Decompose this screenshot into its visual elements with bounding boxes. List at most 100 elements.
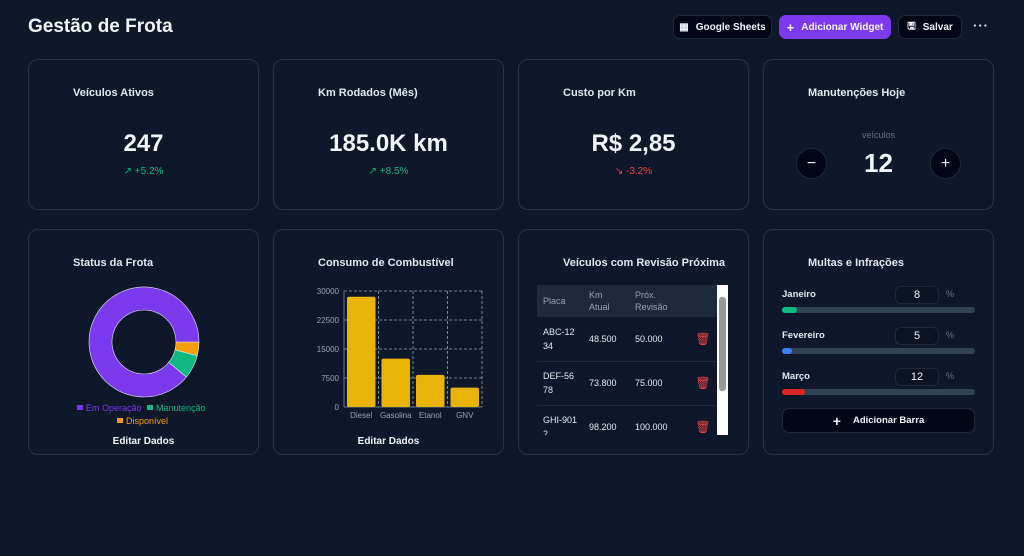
next-revision-cell: 50.000 <box>629 317 689 362</box>
legend-swatch <box>77 405 83 410</box>
revisions-table: Placa Km Atual Próx. Revisão ABC-1234 48.… <box>537 285 717 435</box>
x-tick-label: Etanol <box>419 411 442 420</box>
revisions-table-wrap: Placa Km Atual Próx. Revisão ABC-1234 48.… <box>537 285 731 435</box>
card-title: Manutenções Hoje <box>808 87 906 99</box>
kpi-trend: ↘ -3.2% <box>519 166 748 177</box>
legend-label[interactable]: Em Operação <box>86 403 142 413</box>
donut-slice-em-operação[interactable] <box>88 286 200 398</box>
y-tick-label: 22500 <box>317 316 340 325</box>
y-tick-label: 30000 <box>317 287 340 296</box>
increment-button[interactable]: + <box>930 148 961 179</box>
header-plate: Placa <box>537 285 583 317</box>
header-actions <box>689 285 717 317</box>
more-options-icon[interactable]: ··· <box>973 18 989 33</box>
fine-progress-fill <box>782 307 798 313</box>
fleet-status-card: Status da Frota Em Operação Manutenção Dis… <box>28 229 259 455</box>
plate-cell: GHI-9012 <box>537 405 583 435</box>
add-widget-label: Adicionar Widget <box>801 21 884 33</box>
page-title: Gestão de Frota <box>28 16 173 37</box>
edit-data-button[interactable]: Editar Dados <box>112 436 175 447</box>
save-label: Salvar <box>922 21 953 33</box>
fine-value-input[interactable]: 8 <box>895 286 939 304</box>
legend-label[interactable]: Disponível <box>126 416 168 426</box>
trend-down-icon: ↘ <box>614 166 624 177</box>
kpi-value: 247 <box>123 130 164 157</box>
y-tick-label: 15000 <box>317 345 340 354</box>
trend-up-icon: ↗ <box>123 166 132 177</box>
fine-label: Janeiro <box>782 289 816 300</box>
card-title: Status da Frota <box>73 257 154 269</box>
plate-cell: DEF-5678 <box>537 361 583 406</box>
fine-progress-track <box>782 389 975 395</box>
save-button[interactable]: 🖫 Salvar <box>898 15 962 39</box>
maintenance-counter-card: Manutenções Hoje veículos − 12 + <box>763 59 994 210</box>
legend-swatch <box>147 405 153 410</box>
edit-data-button[interactable]: Editar Dados <box>357 436 420 447</box>
trend-value: +8.5% <box>379 166 409 177</box>
kpi-value: R$ 2,85 <box>591 130 676 157</box>
percent-unit: % <box>946 289 955 299</box>
header-km: Km Atual <box>583 285 629 317</box>
legend-label[interactable]: Manutenção <box>156 403 206 413</box>
card-title: Veículos com Revisão Próxima <box>563 257 726 269</box>
percent-unit: % <box>946 330 955 340</box>
table-row: ABC-1234 48.500 50.000 🗑 <box>537 317 717 362</box>
x-tick-label: Gasolina <box>380 411 412 420</box>
kpi-card: Custo por Km R$ 2,85 ↘ -3.2% <box>518 59 749 210</box>
decrement-button[interactable]: − <box>796 148 827 179</box>
fuel-consumption-card: Consumo de Combustível 0 7500 15000 22500 30… <box>273 229 504 455</box>
trash-icon[interactable]: 🗑 <box>689 361 717 406</box>
counter-value: 12 <box>864 148 893 178</box>
fine-progress-fill <box>782 348 792 354</box>
add-widget-button[interactable]: + Adicionar Widget <box>779 15 891 39</box>
fine-progress-fill <box>782 389 806 395</box>
fine-value-input[interactable]: 12 <box>895 368 939 386</box>
card-title: Multas e Infrações <box>808 257 904 269</box>
fine-progress-track <box>782 348 975 354</box>
scrollbar[interactable] <box>717 285 728 435</box>
km-cell: 98.200 <box>583 405 629 435</box>
table-row: GHI-9012 98.200 100.000 🗑 <box>537 405 717 435</box>
percent-unit: % <box>946 371 955 381</box>
revisions-card: Veículos com Revisão Próxima Placa Km At… <box>518 229 749 455</box>
save-icon: 🖫 <box>907 20 916 32</box>
header-next: Próx. Revisão <box>629 285 689 317</box>
bar-diesel[interactable] <box>347 296 376 407</box>
trash-icon[interactable]: 🗑 <box>689 317 717 362</box>
bar-gnv[interactable] <box>450 387 480 407</box>
fine-progress-track <box>782 307 975 313</box>
kpi-card: Km Rodados (Mês) 185.0K km ↗ +8.5% <box>273 59 504 210</box>
y-tick-label: 0 <box>335 403 340 412</box>
kpi-card: Veículos Ativos 247 ↗ +5.2% <box>28 59 259 210</box>
plus-icon: + <box>786 19 795 35</box>
add-bar-button[interactable]: + Adicionar Barra <box>782 408 975 433</box>
scrollbar-thumb[interactable] <box>719 297 726 391</box>
trend-up-icon: ↗ <box>368 166 377 177</box>
counter-label: veículos <box>861 130 896 140</box>
next-revision-cell: 75.000 <box>629 361 689 406</box>
bar-gasolina[interactable] <box>381 358 411 407</box>
trash-icon[interactable]: 🗑 <box>689 405 717 435</box>
y-tick-label: 7500 <box>321 374 339 383</box>
donut-chart: Em Operação Manutenção Disponível <box>77 286 206 426</box>
plus-icon: + <box>832 412 841 429</box>
plate-cell: ABC-1234 <box>537 317 583 362</box>
fine-value-input[interactable]: 5 <box>895 327 939 345</box>
trend-value: +5.2% <box>134 166 164 177</box>
x-tick-label: GNV <box>456 411 474 420</box>
fine-label: Março <box>782 371 810 382</box>
add-bar-label: Adicionar Barra <box>852 415 925 426</box>
bar-chart: 0 7500 15000 22500 30000 Diesel Gasolina Etanol… <box>317 287 483 420</box>
legend-swatch <box>117 418 123 423</box>
google-sheets-button[interactable]: ▦ Google Sheets <box>673 15 772 39</box>
google-sheets-label: Google Sheets <box>695 21 766 33</box>
next-revision-cell: 100.000 <box>629 405 689 435</box>
fine-label: Fevereiro <box>782 330 825 341</box>
card-title: Veículos Ativos <box>73 87 154 99</box>
km-cell: 48.500 <box>583 317 629 362</box>
card-title: Consumo de Combustível <box>318 257 454 269</box>
trend-value: -3.2% <box>626 166 653 177</box>
bar-etanol[interactable] <box>416 374 445 407</box>
km-cell: 73.800 <box>583 361 629 406</box>
table-row: DEF-5678 73.800 75.000 🗑 <box>537 361 717 406</box>
